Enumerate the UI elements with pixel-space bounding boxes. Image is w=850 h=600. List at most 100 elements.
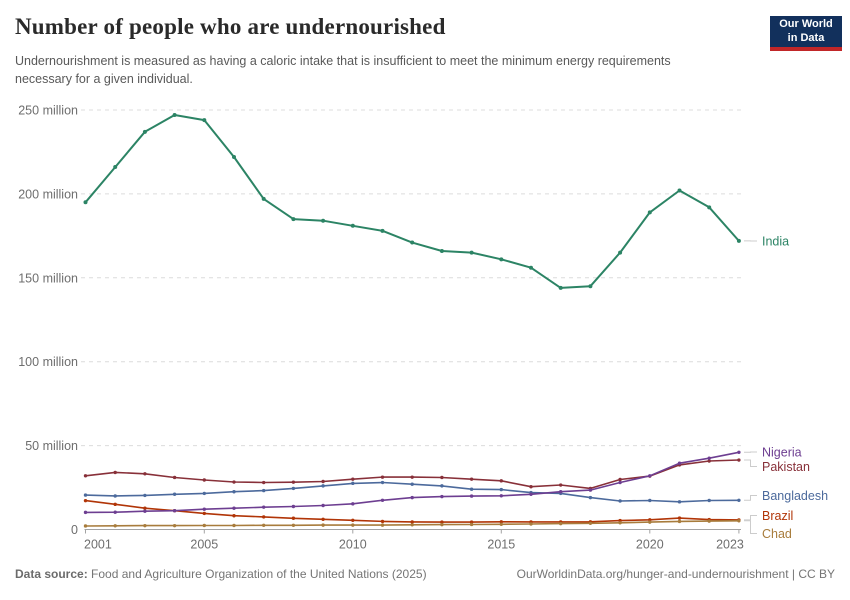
data-point-pakistan-2011 — [380, 475, 385, 479]
data-point-nigeria-2004 — [172, 509, 177, 513]
chart-subtitle: Undernourishment is measured as having a… — [15, 54, 671, 87]
data-point-brazil-2002 — [113, 502, 117, 507]
data-point-chad-2014 — [469, 522, 474, 527]
owid-url-link[interactable]: OurWorldinData.org/hunger-and-undernouri… — [516, 567, 835, 581]
data-point-india-2017 — [558, 285, 563, 290]
data-point-brazil-2007 — [262, 515, 266, 519]
data-point-india-2022 — [707, 205, 712, 210]
y-tick-label: 150 million — [18, 271, 78, 285]
data-point-nigeria-2021 — [677, 461, 682, 465]
legend-label-bangladesh[interactable]: Bangladesh — [762, 489, 828, 503]
data-point-brazil-2021 — [677, 516, 682, 520]
owid-logo[interactable]: Our World in Data — [770, 16, 842, 51]
data-point-pakistan-2013 — [440, 475, 444, 480]
data-point-chad-2021 — [677, 519, 682, 524]
data-point-chad-2006 — [232, 523, 236, 528]
data-point-india-2020 — [647, 210, 652, 215]
data-point-bangladesh-2010 — [351, 481, 355, 486]
data-point-chad-2018 — [588, 521, 593, 525]
y-tick-label: 0 — [71, 523, 78, 537]
legend-connector-brazil — [744, 515, 757, 521]
data-point-pakistan-2001 — [83, 474, 88, 478]
data-point-bangladesh-2011 — [380, 480, 385, 485]
legend-label-chad[interactable]: Chad — [762, 527, 792, 541]
data-point-pakistan-2004 — [172, 475, 177, 480]
data-point-bangladesh-2001 — [83, 493, 88, 497]
y-tick-label: 200 million — [18, 187, 78, 201]
data-point-bangladesh-2023 — [737, 498, 741, 503]
data-point-brazil-2010 — [351, 518, 355, 522]
x-tick-label: 2015 — [487, 538, 515, 552]
data-point-bangladesh-2014 — [469, 487, 474, 491]
data-point-pakistan-2010 — [351, 477, 355, 481]
data-point-chad-2002 — [113, 524, 117, 528]
data-point-india-2015 — [499, 257, 504, 262]
data-point-brazil-2001 — [83, 498, 88, 503]
data-point-nigeria-2008 — [291, 504, 296, 509]
data-point-nigeria-2013 — [440, 494, 444, 499]
data-point-pakistan-2008 — [291, 480, 296, 484]
data-point-brazil-2009 — [321, 517, 325, 521]
data-point-chad-2022 — [707, 519, 711, 523]
data-point-bangladesh-2009 — [321, 484, 325, 488]
data-point-nigeria-2014 — [469, 494, 474, 498]
legend-label-brazil[interactable]: Brazil — [762, 509, 793, 523]
data-point-pakistan-2016 — [529, 485, 533, 489]
data-point-chad-2017 — [559, 521, 563, 526]
data-point-nigeria-2009 — [321, 503, 325, 508]
data-point-brazil-2020 — [648, 518, 652, 522]
owid-logo-line1: Our World — [779, 17, 833, 30]
data-point-bangladesh-2004 — [172, 492, 177, 496]
data-point-pakistan-2002 — [113, 470, 117, 475]
data-point-brazil-2011 — [380, 519, 385, 524]
data-point-nigeria-2003 — [143, 509, 147, 513]
data-point-nigeria-2005 — [202, 507, 206, 511]
data-point-india-2011 — [380, 228, 385, 233]
data-point-bangladesh-2006 — [232, 490, 236, 494]
data-point-bangladesh-2021 — [677, 500, 682, 504]
data-point-chad-2023 — [737, 519, 741, 523]
series-line-brazil[interactable] — [84, 499, 740, 523]
data-point-pakistan-2006 — [232, 480, 236, 484]
data-point-bangladesh-2007 — [262, 488, 266, 493]
data-point-india-2019 — [618, 250, 623, 255]
data-point-pakistan-2012 — [410, 475, 414, 479]
series-line-india[interactable] — [84, 114, 740, 289]
legend-label-pakistan[interactable]: Pakistan — [762, 460, 810, 474]
data-point-india-2023 — [736, 238, 741, 243]
data-point-pakistan-2023 — [737, 458, 741, 462]
legend-label-nigeria[interactable]: Nigeria — [762, 446, 802, 460]
data-point-india-2005 — [202, 118, 207, 123]
legend-label-india[interactable]: India — [762, 235, 789, 249]
series-line-nigeria[interactable] — [84, 451, 740, 514]
data-source-label: Data source: — [15, 567, 88, 581]
data-point-pakistan-2017 — [559, 483, 563, 487]
data-point-brazil-2014 — [469, 520, 474, 524]
data-point-india-2001 — [83, 200, 88, 205]
data-point-brazil-2006 — [232, 514, 236, 518]
data-point-chad-2005 — [202, 523, 206, 528]
data-point-india-2014 — [469, 250, 474, 255]
legend-connector-bangladesh — [744, 495, 757, 501]
data-point-pakistan-2009 — [321, 479, 325, 484]
data-point-chad-2016 — [529, 522, 533, 526]
data-point-brazil-2008 — [291, 516, 296, 520]
data-point-india-2013 — [439, 248, 444, 253]
data-point-chad-2020 — [648, 520, 652, 524]
data-point-india-2021 — [677, 188, 682, 193]
chart-footer: Data source: Food and Agriculture Organi… — [15, 567, 835, 581]
page-title: Number of people who are undernourished — [15, 14, 446, 39]
data-point-india-2012 — [410, 240, 415, 245]
x-tick-label: 2001 — [84, 538, 112, 552]
data-point-nigeria-2022 — [707, 456, 711, 460]
data-point-nigeria-2017 — [559, 490, 563, 494]
data-source-text: Data source: Food and Agriculture Organi… — [15, 567, 427, 581]
y-tick-label: 100 million — [18, 355, 78, 369]
data-point-nigeria-2001 — [83, 510, 88, 515]
data-point-brazil-2015 — [499, 520, 503, 524]
data-point-bangladesh-2005 — [202, 491, 206, 496]
data-point-nigeria-2011 — [380, 498, 385, 503]
